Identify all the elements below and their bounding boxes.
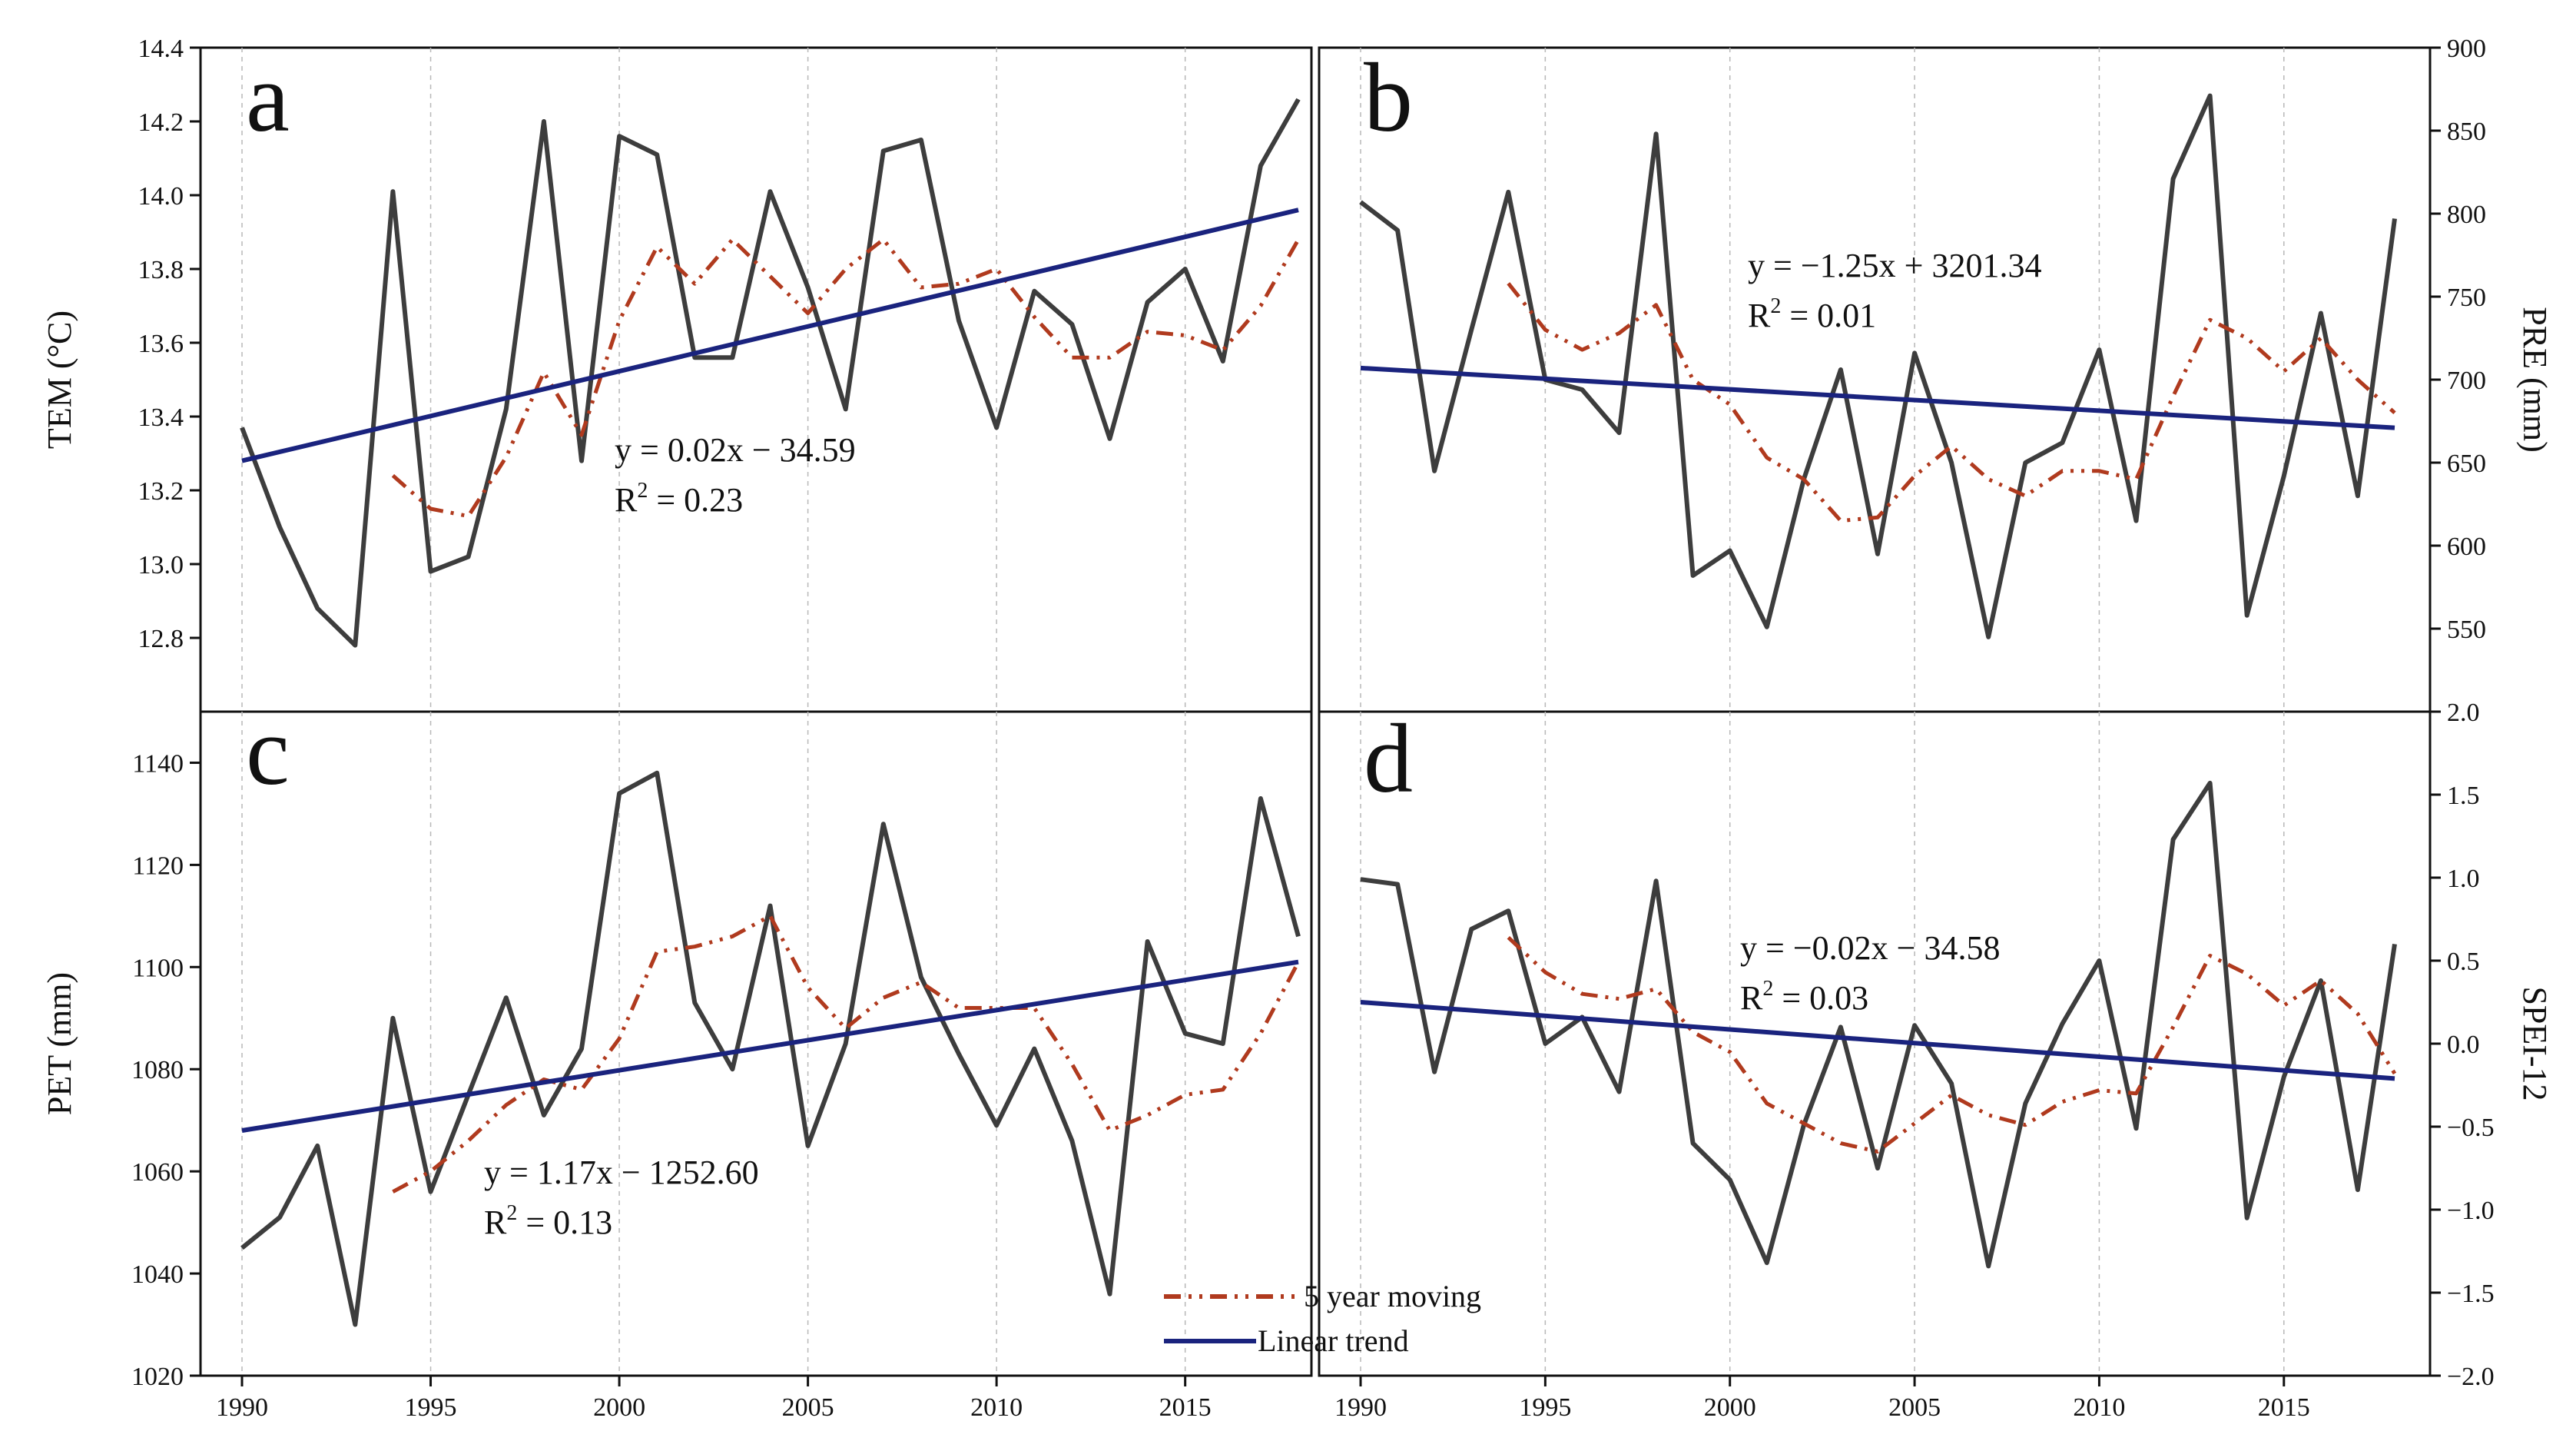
panel-c-pet: 1020 1040 1060 1080 1100 1120 1140 PET (mm) c y =… <box>41 696 1301 1391</box>
y-tick-label: 1060 <box>131 1158 184 1187</box>
y-tick-label: 14.0 <box>138 182 184 211</box>
trend-equation: y = 0.02x − 34.59 <box>615 431 856 469</box>
y-tick-label: 1040 <box>131 1260 184 1289</box>
panel-d-spei: −2.0 −1.5 −1.0 −0.5 0.0 0.5 1.0 1.5 2.0 SPEI-12 d y… <box>1360 699 2554 1391</box>
r-squared-symbol: R <box>1748 297 1771 334</box>
y-tick-label: −2.0 <box>2447 1363 2495 1391</box>
r-squared: R2 = 0.23 <box>615 479 743 519</box>
series-line <box>240 98 1301 648</box>
r-squared-symbol: R <box>484 1204 507 1241</box>
y-tick-label: 2.0 <box>2447 699 2480 727</box>
r-squared: R2 = 0.03 <box>1740 977 1868 1017</box>
r-squared-exponent: 2 <box>506 1201 517 1225</box>
y-tick-label: −1.0 <box>2447 1197 2495 1225</box>
panel-letter: d <box>1364 704 1413 813</box>
x-tick-label: 1995 <box>1519 1393 1571 1422</box>
x-tick-label: 1990 <box>1334 1393 1387 1422</box>
y-tick-label: 13.4 <box>138 403 184 432</box>
y-tick-label: 900 <box>2447 35 2486 63</box>
r-squared-symbol: R <box>615 481 638 519</box>
y-tick-label: 13.8 <box>138 256 184 284</box>
r-squared-symbol: R <box>1740 979 1763 1017</box>
panel-a-temperature: 12.8 13.0 13.2 13.4 13.6 13.8 14.0 14.2 14.4 TEM … <box>41 35 1301 712</box>
moving-average-line <box>1507 282 2396 523</box>
panel-letter: c <box>246 696 290 805</box>
panel-letter: b <box>1364 43 1413 152</box>
y-tick-label: 13.6 <box>138 330 184 358</box>
series-line <box>1359 93 2397 639</box>
x-tick-label: 1995 <box>405 1393 457 1422</box>
x-tick-label: 2010 <box>2073 1393 2125 1422</box>
r-squared-exponent: 2 <box>1762 977 1773 1001</box>
y-tick-label: 12.8 <box>138 625 184 653</box>
y-tick-label: 1140 <box>132 749 184 778</box>
x-axis-ticks-left: 1990 1995 2000 2005 2010 2015 <box>216 1376 1212 1422</box>
r-squared-value: = 0.03 <box>1773 979 1868 1017</box>
y-tick-label: 1100 <box>132 954 184 982</box>
y-tick-label: 700 <box>2447 367 2486 395</box>
y-tick-label: 0.5 <box>2447 948 2480 976</box>
y-tick-label: 1120 <box>132 852 184 880</box>
legend-trend-label: Linear trend <box>1258 1323 1409 1358</box>
trend-line <box>1360 365 2395 430</box>
x-tick-label: 2005 <box>782 1393 834 1422</box>
r-squared-exponent: 2 <box>1770 294 1781 318</box>
y-tick-label: 0.0 <box>2447 1031 2480 1059</box>
r-squared-exponent: 2 <box>637 479 648 503</box>
moving-average-line <box>392 914 1301 1194</box>
series-line <box>240 770 1301 1327</box>
r-squared-value: = 0.13 <box>517 1204 612 1241</box>
y-tick-label: 14.4 <box>138 35 184 63</box>
y-axis-title: TEM (°C) <box>41 310 78 449</box>
y-tick-label: 1.0 <box>2447 865 2480 893</box>
legend: 5 year moving Linear trend <box>1164 1279 1481 1358</box>
moving-average-line <box>391 237 1301 519</box>
trend-line <box>241 208 1299 463</box>
panel-letter: a <box>246 43 290 152</box>
y-tick-label: 1020 <box>131 1363 184 1391</box>
y-tick-label: 13.0 <box>138 551 184 579</box>
trend-line <box>241 959 1299 1133</box>
trend-equation: y = −1.25x + 3201.34 <box>1748 247 2041 284</box>
r-squared-value: = 0.23 <box>648 481 743 519</box>
trend-equation: y = −0.02x − 34.58 <box>1740 929 2000 967</box>
x-tick-label: 2015 <box>1159 1393 1212 1422</box>
trend-line <box>1360 1000 2395 1081</box>
x-tick-label: 2015 <box>2258 1393 2310 1422</box>
r-squared: R2 = 0.13 <box>484 1201 612 1241</box>
y-tick-label: −1.5 <box>2447 1280 2495 1308</box>
y-tick-label: 800 <box>2447 201 2486 229</box>
y-tick-label: 600 <box>2447 533 2486 561</box>
panel-b-precipitation: 550 600 650 700 750 800 850 900 PRE (mm) b y = −1.… <box>1359 35 2554 712</box>
y-tick-label: 750 <box>2447 284 2486 312</box>
x-tick-label: 1990 <box>216 1393 268 1422</box>
y-tick-label: 1080 <box>131 1056 184 1084</box>
x-tick-label: 2000 <box>1704 1393 1756 1422</box>
series-line <box>1360 780 2397 1269</box>
y-axis-title: PET (mm) <box>41 972 78 1115</box>
legend-moving-label: 5 year moving <box>1304 1279 1481 1313</box>
r-squared-value: = 0.01 <box>1781 297 1876 334</box>
y-tick-label: 14.2 <box>138 108 184 137</box>
y-tick-label: 13.2 <box>138 477 184 506</box>
y-tick-label: 550 <box>2447 616 2486 644</box>
y-tick-label: −0.5 <box>2447 1114 2495 1142</box>
trend-equation: y = 1.17x − 1252.60 <box>484 1154 759 1191</box>
x-axis-ticks-right: 1990 1995 2000 2005 2010 2015 <box>1334 1376 2310 1422</box>
x-tick-label: 2010 <box>970 1393 1023 1422</box>
r-squared: R2 = 0.01 <box>1748 294 1876 334</box>
x-tick-label: 2000 <box>593 1393 645 1422</box>
y-axis-title: PRE (mm) <box>2516 307 2554 452</box>
y-tick-label: 650 <box>2447 450 2486 478</box>
y-tick-label: 850 <box>2447 118 2486 146</box>
x-tick-label: 2005 <box>1888 1393 1941 1422</box>
y-axis-title: SPEI-12 <box>2516 986 2554 1101</box>
y-tick-label: 1.5 <box>2447 782 2480 810</box>
